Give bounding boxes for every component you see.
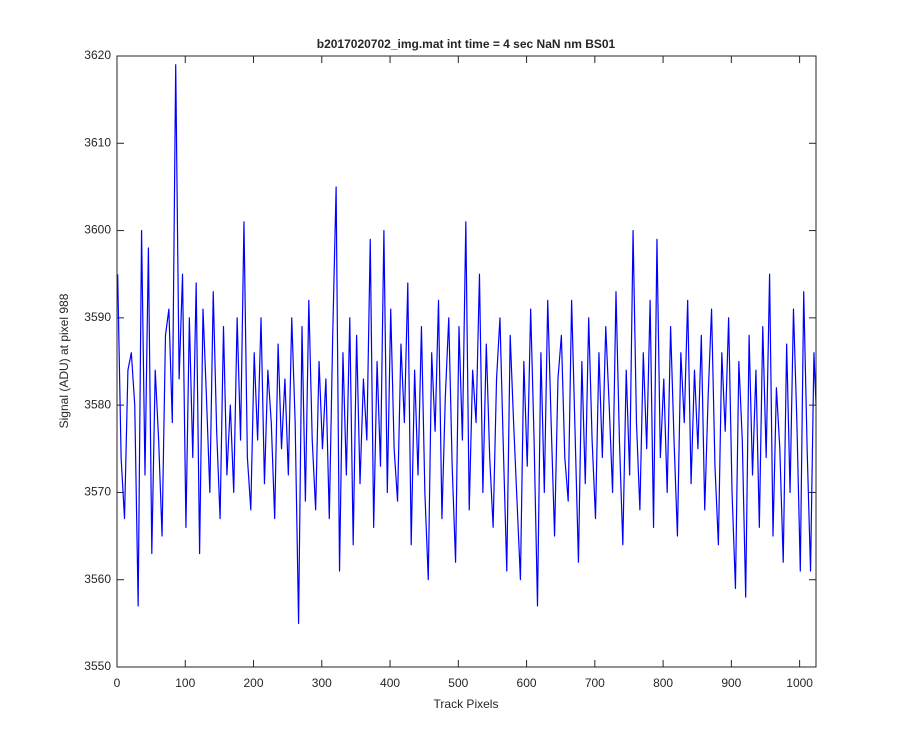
x-tick-label: 400 — [380, 676, 400, 690]
x-tick-label: 100 — [175, 676, 195, 690]
y-tick-label: 3570 — [84, 485, 111, 499]
x-tick-label: 700 — [585, 676, 605, 690]
x-tick-label: 0 — [114, 676, 121, 690]
y-tick-label: 3600 — [84, 223, 111, 237]
y-axis-label: Signal (ADU) at pixel 988 — [57, 293, 71, 428]
x-tick-label: 500 — [448, 676, 468, 690]
x-tick-label: 900 — [721, 676, 741, 690]
y-tick-label: 3550 — [84, 659, 111, 673]
y-tick-label: 3580 — [84, 397, 111, 411]
y-tick-label: 3620 — [84, 48, 111, 62]
x-axis-label: Track Pixels — [434, 697, 499, 711]
x-tick-label: 200 — [244, 676, 264, 690]
axes-box — [116, 55, 817, 668]
x-tick-label: 800 — [653, 676, 673, 690]
y-tick-label: 3590 — [84, 310, 111, 324]
x-tick-label: 600 — [517, 676, 537, 690]
x-tick-label: 1000 — [786, 676, 813, 690]
x-tick-label: 300 — [312, 676, 332, 690]
y-tick-label: 3560 — [84, 572, 111, 586]
y-tick-label: 3610 — [84, 135, 111, 149]
chart-title: b2017020702_img.mat int time = 4 sec NaN… — [317, 37, 616, 51]
data-line — [117, 64, 817, 624]
